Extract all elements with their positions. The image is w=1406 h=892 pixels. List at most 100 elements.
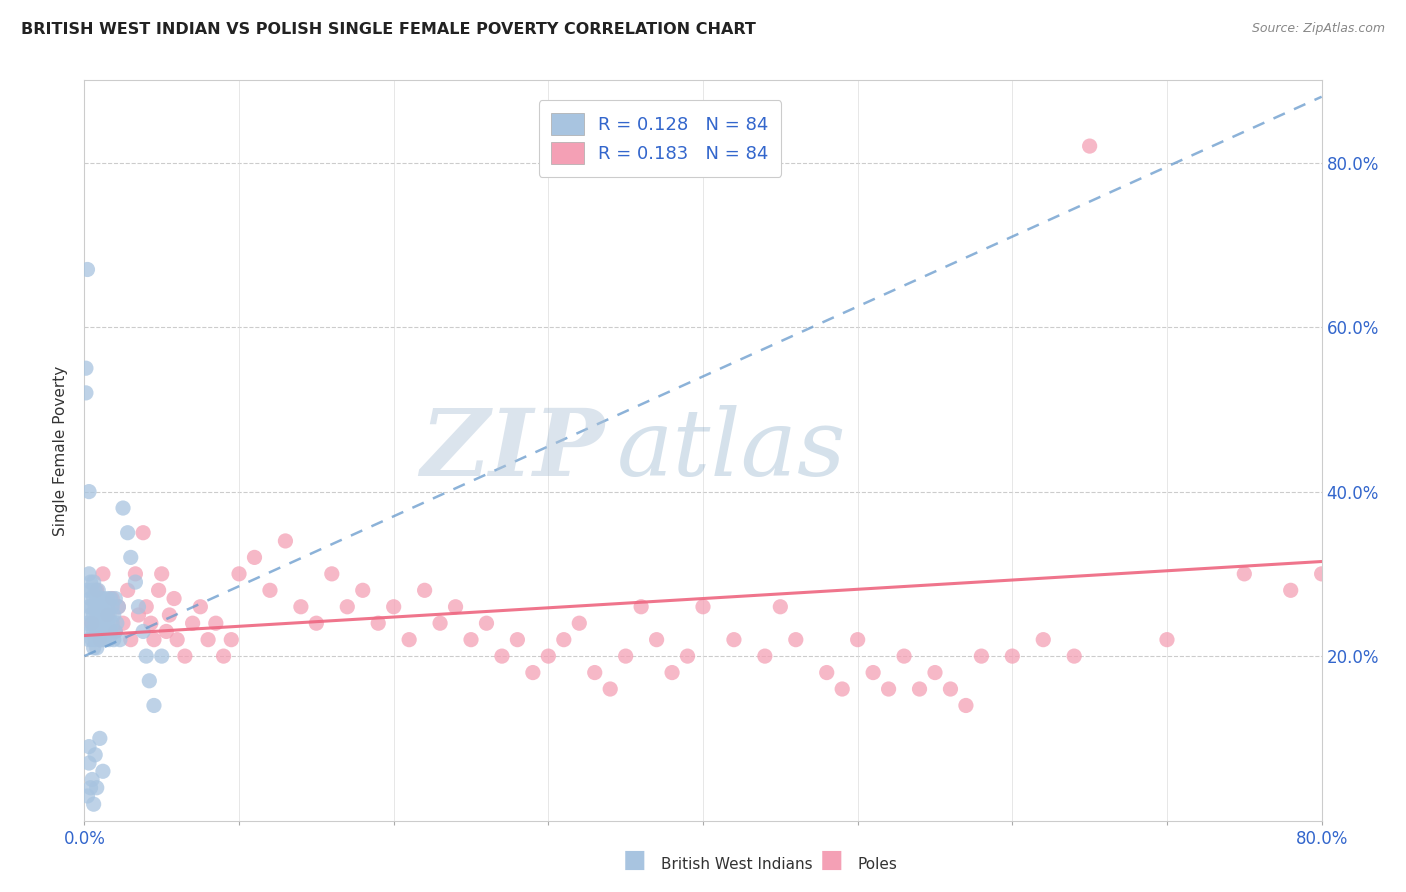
Point [599,681,621,696]
Point [90,632,112,647]
Point [553,632,575,647]
Point [91,607,114,622]
Point [723,632,745,647]
Point [100,591,122,606]
Point [148,583,170,598]
Point [100,624,122,639]
Point [94,607,117,622]
Point [188,599,211,614]
Point [96,607,118,622]
Point [89,632,111,647]
Point [120,632,142,647]
Point [583,665,606,680]
Point [101,591,124,606]
Point [86,624,108,639]
Point [150,649,173,664]
Point [94,624,117,639]
Point [91,624,114,639]
Point [754,649,776,664]
Point [815,665,838,680]
Point [132,624,155,639]
Point [124,575,146,590]
Text: atlas: atlas [616,406,846,495]
Point [79,575,101,590]
Point [336,599,359,614]
Point [83,640,105,655]
Point [150,566,173,581]
Point [120,550,142,565]
Point [692,599,714,614]
Point [86,583,108,598]
Text: ■: ■ [623,848,647,872]
Point [274,533,297,548]
Point [104,591,127,606]
Point [1078,139,1101,153]
Text: BRITISH WEST INDIAN VS POLISH SINGLE FEMALE POVERTY CORRELATION CHART: BRITISH WEST INDIAN VS POLISH SINGLE FEM… [21,22,756,37]
Point [79,607,101,622]
Point [305,616,328,631]
Point [1001,649,1024,664]
Point [367,616,389,631]
Point [139,616,162,631]
Point [444,599,467,614]
Point [127,599,149,614]
Point [159,607,180,622]
Point [661,665,683,680]
Point [84,583,107,598]
Point [96,616,118,631]
Point [77,756,100,770]
Point [84,599,107,614]
Point [77,739,100,754]
Point [84,632,107,647]
Point [101,616,124,631]
Point [138,673,160,688]
Point [83,797,105,812]
Point [568,616,591,631]
Text: ZIP: ZIP [420,406,605,495]
Point [87,583,110,598]
Point [93,616,115,631]
Point [76,616,98,631]
Point [90,616,112,631]
Point [862,665,884,680]
Point [84,747,107,762]
Point [491,649,513,664]
Point [135,649,157,664]
Point [112,501,135,516]
Point [1032,632,1054,647]
Point [831,681,853,696]
Point [77,566,100,581]
Point [893,649,915,664]
Point [89,731,111,746]
Point [105,616,128,631]
Point [212,649,235,664]
Point [877,681,900,696]
Point [174,649,197,664]
Point [84,616,107,631]
Point [398,632,420,647]
Point [1279,583,1302,598]
Point [143,632,166,647]
Point [970,649,993,664]
Point [135,599,157,614]
Point [93,632,115,647]
Point [91,566,114,581]
Point [112,616,135,631]
Point [1156,632,1178,647]
Point [90,599,112,614]
Point [86,780,108,795]
Point [537,649,560,664]
Text: British West Indians: British West Indians [661,857,813,872]
Point [89,632,111,647]
Point [82,616,104,631]
Point [104,624,127,639]
Point [77,632,100,647]
Point [205,616,228,631]
Point [87,599,110,614]
Point [82,583,104,598]
Point [143,698,166,713]
Point [117,525,139,540]
Text: Source: ZipAtlas.com: Source: ZipAtlas.com [1251,22,1385,36]
Point [82,599,104,614]
Point [352,583,374,598]
